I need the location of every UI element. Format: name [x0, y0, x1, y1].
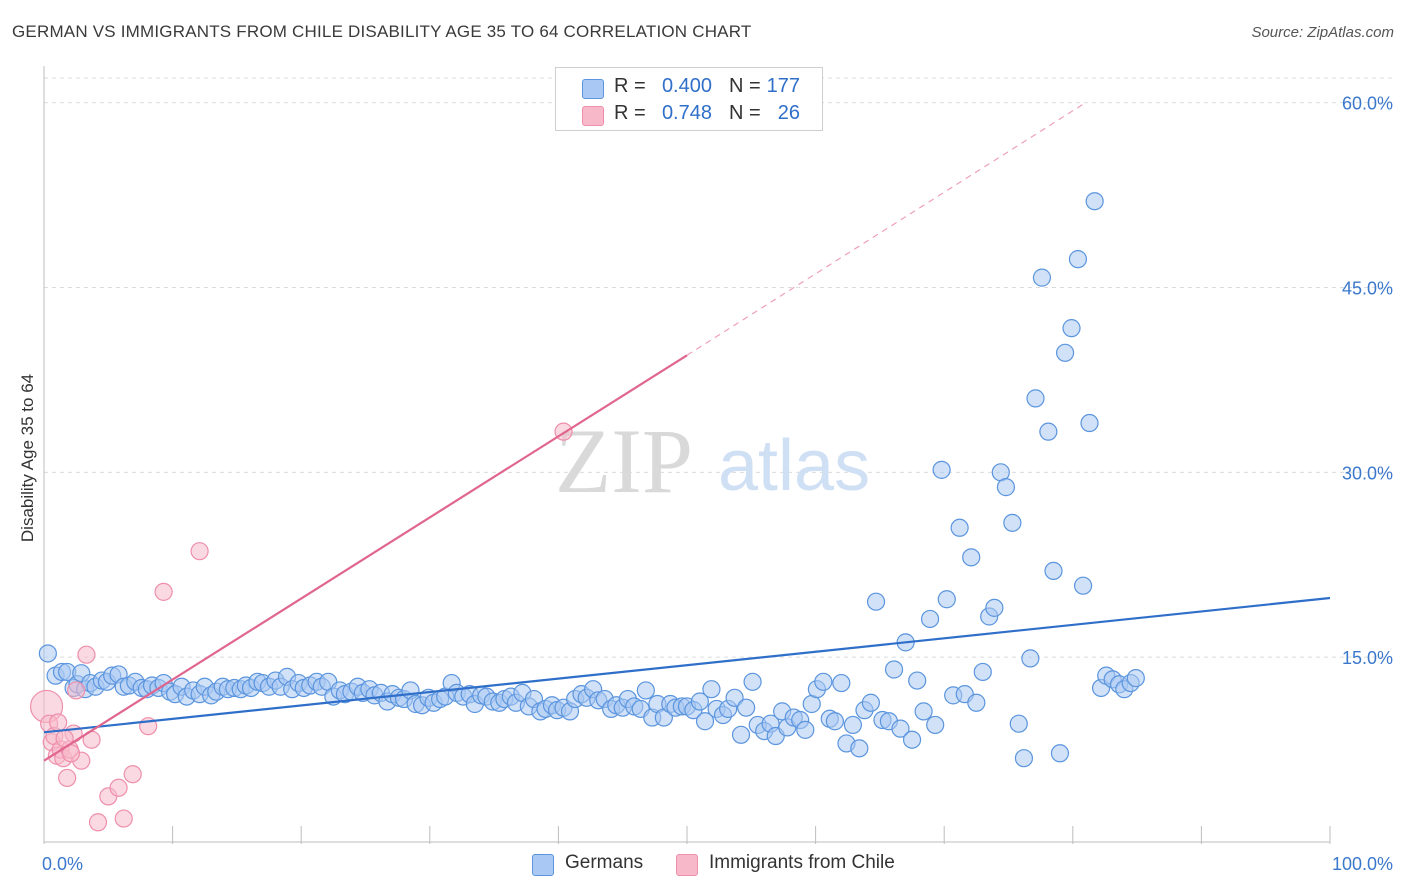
trend-line-chile — [43, 354, 688, 762]
stats-r-value: 0.748 — [661, 102, 712, 124]
data-point-germans — [743, 672, 762, 691]
data-point-germans — [908, 671, 927, 690]
trend-line-chile-extension — [686, 102, 1086, 356]
trend-line-germans — [43, 596, 1331, 734]
data-point-germans — [832, 673, 851, 693]
germans-points — [38, 192, 1145, 768]
chart-title: GERMAN VS IMMIGRANTS FROM CHILE DISABILI… — [12, 22, 752, 41]
source-label: Source: ZipAtlas.com — [1251, 24, 1394, 41]
stats-swatch-chile — [582, 106, 604, 126]
data-point-chile — [77, 645, 96, 664]
data-point-germans — [950, 518, 969, 537]
stats-n-label: N = — [729, 75, 761, 97]
data-point-germans — [725, 688, 744, 707]
data-point-germans — [861, 693, 880, 712]
watermark-atlas: atlas — [718, 426, 870, 506]
x-tick-label: 100.0% — [1332, 854, 1393, 874]
data-point-chile — [109, 778, 128, 797]
watermark: ZIP atlas — [555, 410, 870, 512]
data-point-germans — [866, 592, 886, 611]
data-point-chile — [58, 768, 77, 788]
stats-box: R = 0.400 N = 177 R = 0.748 N = 26 — [555, 67, 823, 131]
data-point-germans — [996, 478, 1016, 497]
data-point-germans — [1126, 669, 1145, 688]
data-point-germans — [731, 725, 751, 744]
watermark-zip: ZIP — [555, 410, 693, 512]
stats-r-value: 0.400 — [661, 75, 712, 97]
data-point-germans — [843, 715, 862, 735]
data-point-germans — [1021, 649, 1040, 668]
data-point-chile — [123, 765, 142, 784]
data-point-germans — [1009, 714, 1028, 733]
stats-n-value: 26 — [777, 102, 800, 124]
data-point-germans — [920, 609, 940, 629]
data-point-germans — [1062, 319, 1081, 338]
data-point-germans — [636, 681, 655, 700]
data-point-germans — [1026, 389, 1045, 408]
y-tick-label: 30.0% — [1342, 463, 1393, 483]
legend-label-chile: Immigrants from Chile — [709, 852, 895, 873]
data-point-germans — [884, 660, 904, 679]
data-point-chile — [190, 542, 209, 561]
data-point-germans — [1073, 576, 1093, 595]
legend-label-germans: Germans — [565, 852, 644, 873]
data-point-germans — [967, 693, 986, 712]
data-point-germans — [1032, 268, 1052, 287]
tick-labels: 15.0% 30.0% 45.0% 60.0% 0.0% 100.0% — [42, 94, 1393, 874]
data-point-germans — [814, 672, 833, 691]
stats-r-label: R = — [614, 75, 646, 97]
data-point-germans — [973, 662, 992, 682]
data-point-germans — [932, 460, 951, 479]
x-tick-label: 0.0% — [42, 854, 83, 874]
stats-n-label: N = — [729, 102, 761, 124]
stats-row-chile: R = 0.748 N = 26 — [556, 102, 822, 128]
data-point-germans — [1068, 250, 1088, 269]
data-point-germans — [926, 715, 945, 735]
data-point-germans — [1003, 513, 1022, 532]
data-point-germans — [796, 720, 815, 739]
data-point-germans — [737, 698, 756, 717]
legend-swatch-chile — [676, 854, 698, 876]
data-point-germans — [937, 590, 956, 609]
trend-lines — [43, 102, 1331, 762]
data-point-germans — [962, 548, 981, 567]
data-point-germans — [985, 598, 1004, 617]
data-point-chile — [67, 681, 86, 700]
data-point-chile — [114, 809, 133, 828]
stats-swatch-germans — [582, 79, 604, 99]
data-point-germans — [1050, 744, 1070, 763]
data-point-germans — [38, 644, 57, 663]
stats-r-label: R = — [614, 102, 646, 124]
data-point-germans — [1080, 413, 1099, 433]
data-point-germans — [695, 712, 715, 731]
legend: Germans Immigrants from Chile — [0, 852, 1406, 878]
data-point-germans — [850, 739, 869, 758]
data-point-chile — [49, 713, 68, 732]
data-point-germans — [1085, 192, 1104, 211]
data-point-chile — [154, 582, 173, 601]
data-point-germans — [690, 692, 709, 711]
data-point-germans — [1039, 422, 1058, 441]
y-tick-label: 45.0% — [1342, 278, 1393, 298]
data-point-germans — [902, 730, 922, 749]
data-point-germans — [1014, 749, 1034, 768]
chile-points — [29, 422, 573, 832]
data-point-germans — [914, 702, 933, 721]
stats-row-germans: R = 0.400 N = 177 — [556, 75, 822, 101]
data-point-germans — [891, 719, 910, 738]
data-point-chile — [88, 813, 108, 832]
stats-n-value: 177 — [766, 75, 800, 97]
data-point-germans — [1055, 343, 1075, 362]
data-point-germans — [825, 712, 844, 731]
legend-swatch-germans — [532, 854, 554, 876]
data-point-germans — [1044, 561, 1063, 581]
y-tick-label: 15.0% — [1342, 648, 1393, 668]
y-tick-label: 60.0% — [1342, 94, 1393, 114]
data-point-germans — [702, 680, 721, 699]
grid-lines — [44, 77, 1392, 658]
